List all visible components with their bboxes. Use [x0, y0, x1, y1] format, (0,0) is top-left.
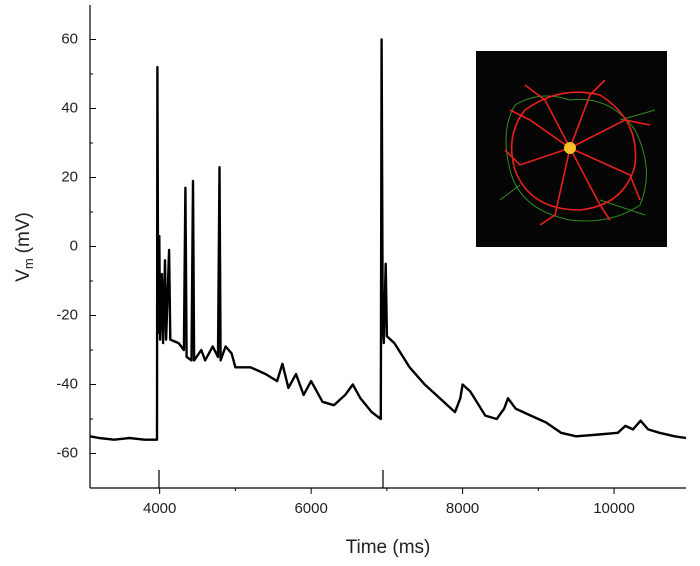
y-label-unit: (mV): [13, 212, 34, 253]
y-label-main: V: [13, 269, 34, 282]
y-tick-label: 0: [70, 237, 78, 254]
y-axis-label: Vm (mV): [13, 212, 36, 282]
x-tick-label: 8000: [446, 500, 479, 517]
y-label-sub: m: [21, 258, 36, 269]
x-tick-label: 10000: [593, 500, 635, 517]
x-tick-label: 6000: [294, 500, 327, 517]
y-tick-label: 40: [61, 99, 78, 116]
x-tick-label: 4000: [143, 500, 176, 517]
y-tick-label: -60: [56, 444, 78, 461]
y-tick-label: 60: [61, 30, 78, 47]
y-tick-label: 20: [61, 168, 78, 185]
trace: [89, 38, 687, 441]
x-axis-label: Time (ms): [346, 537, 431, 558]
y-tick-label: -20: [56, 306, 78, 323]
y-tick-label: -40: [56, 375, 78, 392]
neuron-inset: [476, 51, 667, 247]
